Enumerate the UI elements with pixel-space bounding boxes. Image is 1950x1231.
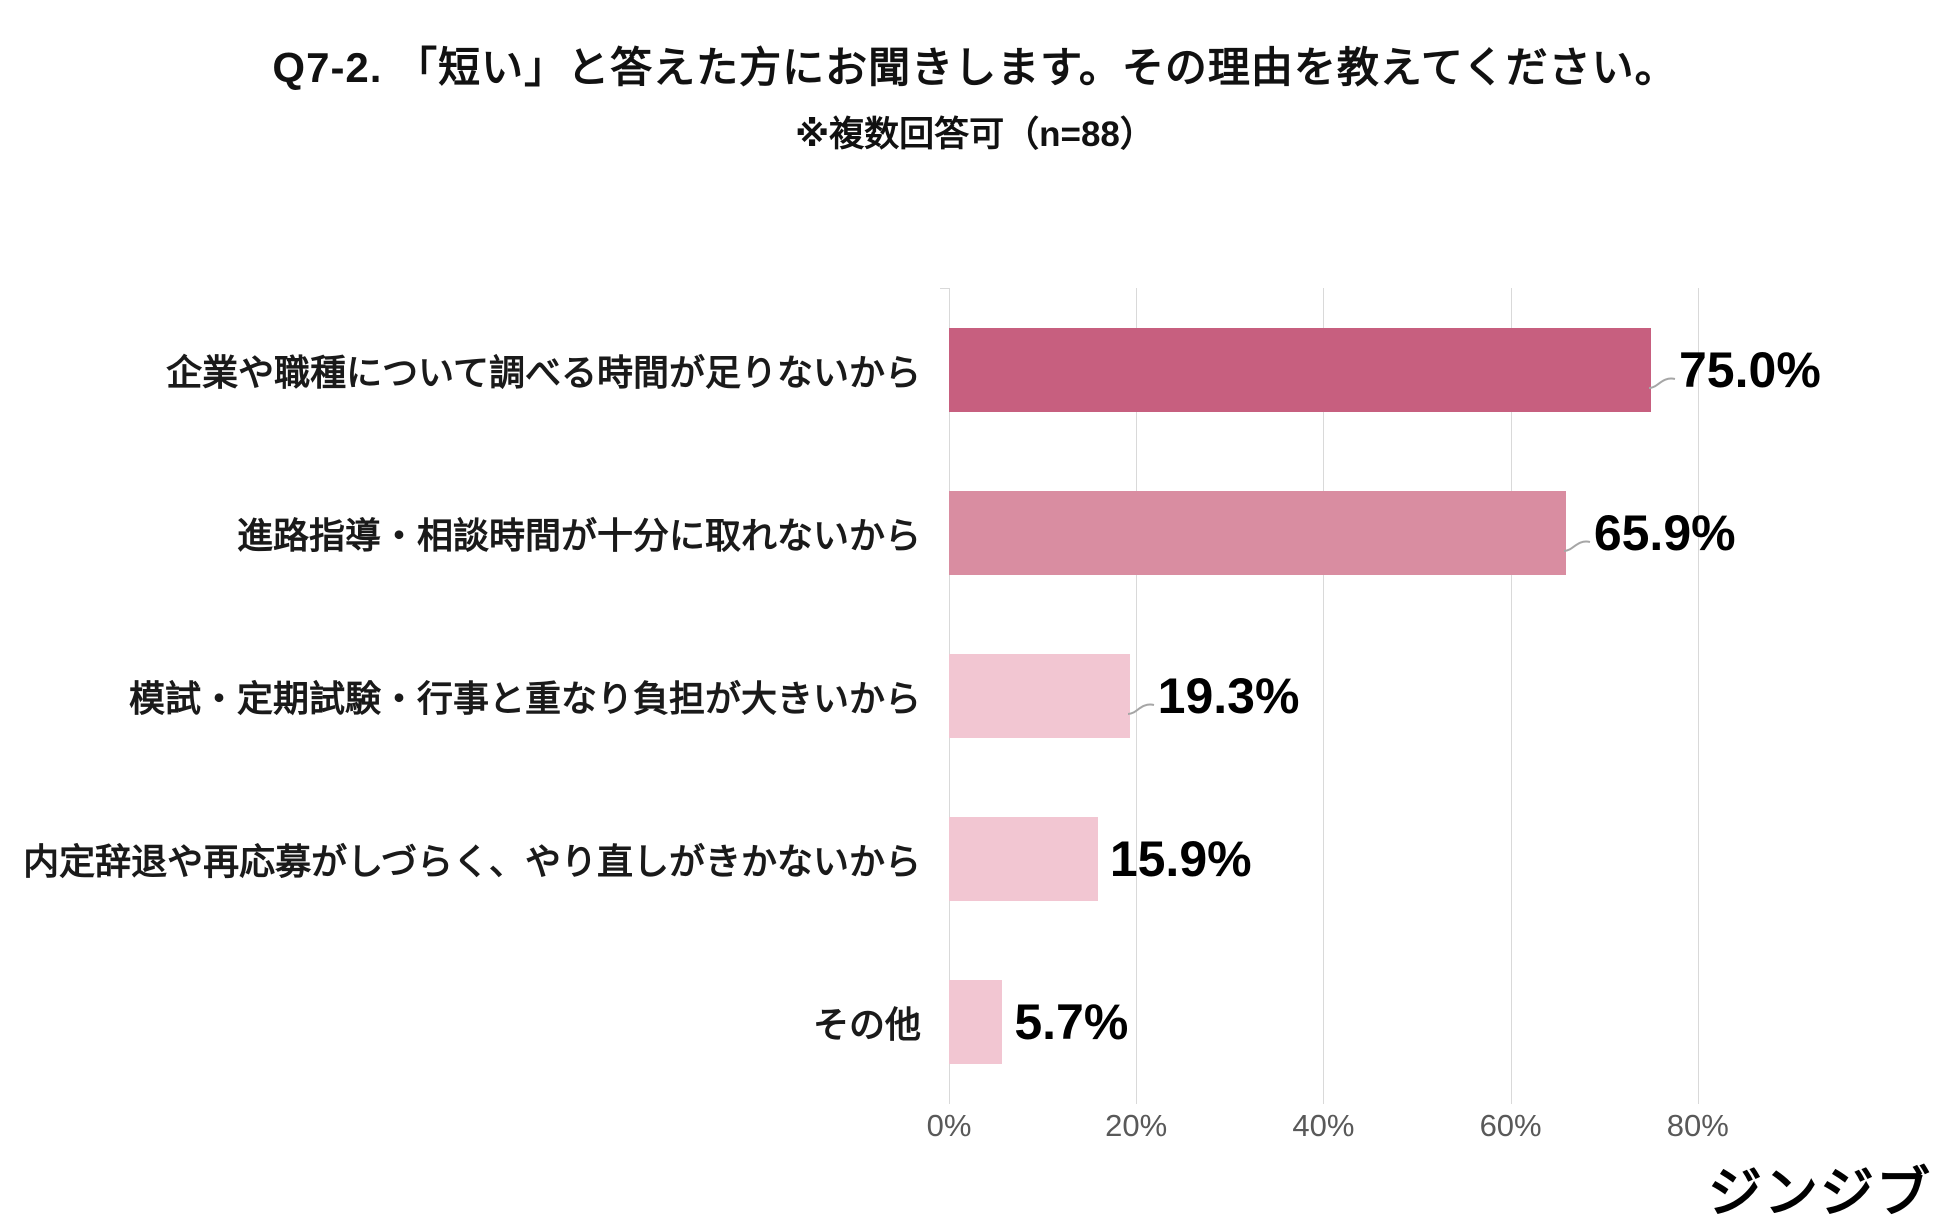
- brand-logo: ジンジブ: [1708, 1163, 1932, 1223]
- category-label: 進路指導・相談時間が十分に取れないから: [236, 514, 921, 556]
- leader-line: [1648, 377, 1676, 389]
- bar: [949, 327, 1651, 412]
- category-label: その他: [812, 1004, 921, 1046]
- category-label: 模試・定期試験・行事と重なり負担が大きいから: [128, 677, 921, 719]
- gridline-80%: [1697, 288, 1699, 1104]
- x-tick-label: 60%: [1479, 1108, 1542, 1143]
- axis-zero-tick: [940, 288, 950, 289]
- chart-title: Q7-2. 「短い」と答えた方にお聞きします。その理由を教えてください。: [272, 44, 1678, 91]
- x-tick-label: 80%: [1666, 1108, 1729, 1143]
- x-tick-label: 20%: [1105, 1108, 1168, 1143]
- category-label: 内定辞退や再応募がしづらく、やり直しがきかないから: [23, 841, 921, 883]
- bar: [949, 654, 1130, 738]
- bar: [949, 980, 1003, 1065]
- category-label: 企業や職種について調べる時間が足りないから: [166, 351, 921, 393]
- bar: [949, 490, 1566, 575]
- gridline-60%: [1510, 288, 1512, 1104]
- value-label: 75.0%: [1679, 341, 1821, 398]
- plot-area: 75.0% 65.9% 19.3% 15.9% 5.7%: [940, 288, 1821, 1104]
- value-label: 15.9%: [1109, 831, 1252, 888]
- x-tick-label: 0%: [926, 1108, 972, 1143]
- gridline-20%: [1136, 288, 1138, 1104]
- gridline-40%: [1323, 288, 1325, 1104]
- value-label: 65.9%: [1593, 504, 1736, 561]
- value-label: 5.7%: [1014, 994, 1129, 1051]
- leader-line: [1127, 703, 1154, 715]
- bar: [949, 817, 1098, 902]
- category-label-column: 企業や職種について調べる時間が足りないから進路指導・相談時間が十分に取れないから…: [0, 288, 935, 1104]
- x-axis: 0% 20% 40% 60% 80%: [927, 1108, 1789, 1148]
- x-tick-label: 40%: [1292, 1108, 1355, 1143]
- leader-line: [1563, 540, 1591, 552]
- value-label: 19.3%: [1157, 668, 1300, 724]
- chart-subtitle: ※複数回答可（n=88）: [795, 115, 1155, 154]
